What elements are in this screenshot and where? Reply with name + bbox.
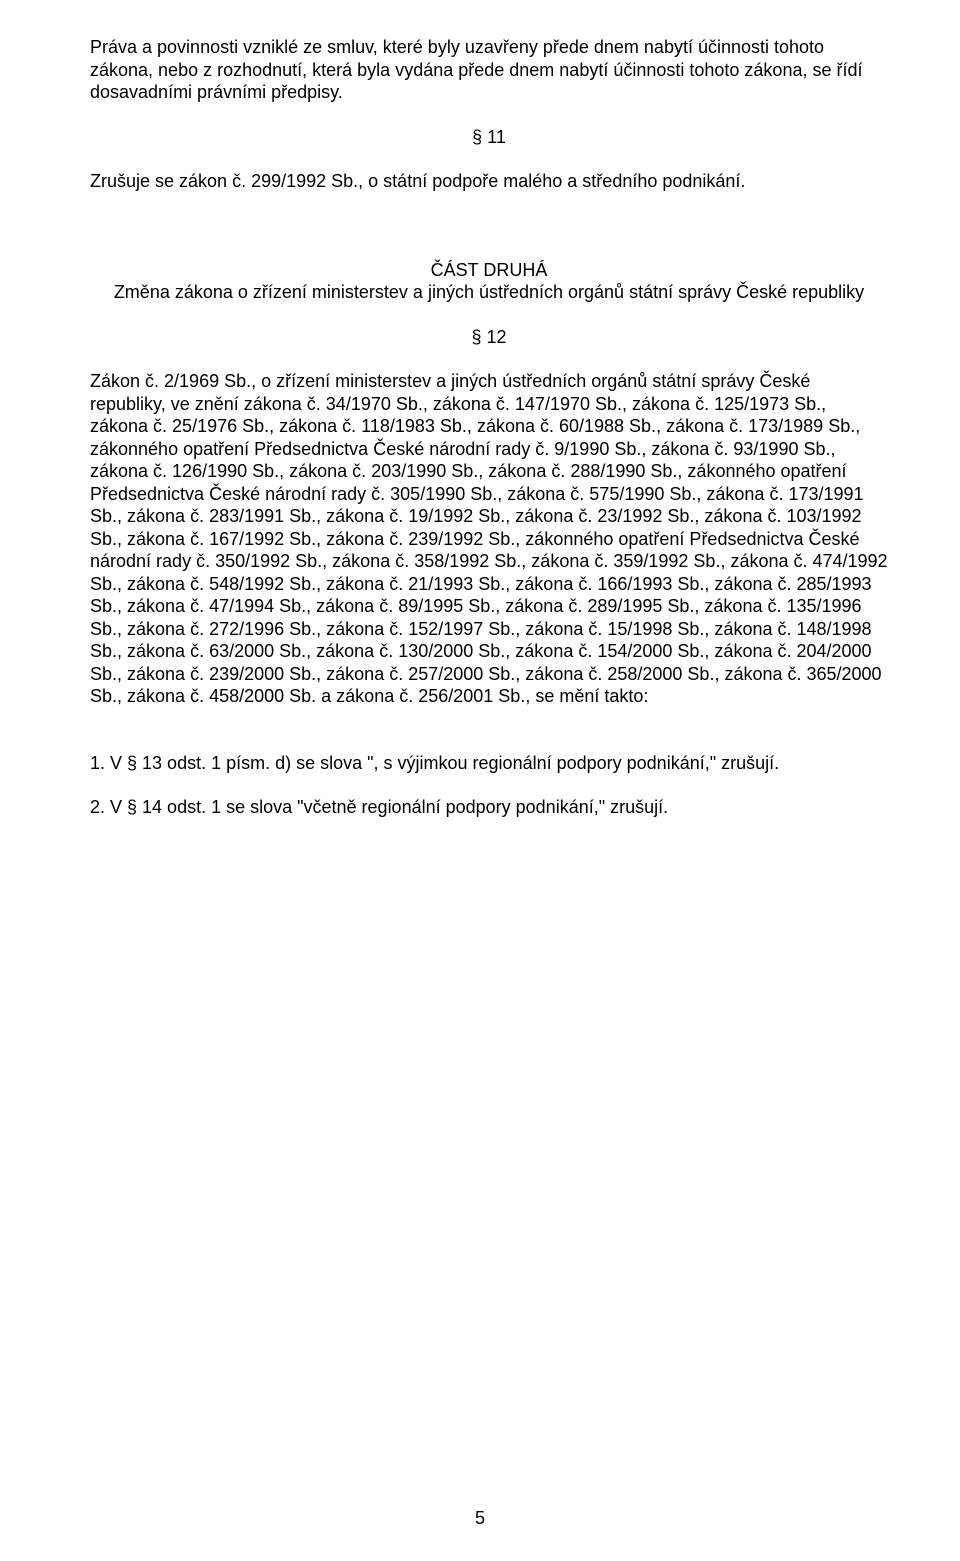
paragraph-repeal-299: Zrušuje se zákon č. 299/1992 Sb., o stát…: [90, 170, 888, 193]
amendment-item-1: 1. V § 13 odst. 1 písm. d) se slova ", s…: [90, 752, 888, 775]
spacer: [90, 215, 888, 259]
paragraph-amendments-list: Zákon č. 2/1969 Sb., o zřízení ministers…: [90, 370, 888, 708]
spacer: [90, 730, 888, 752]
paragraph-rights: Práva a povinnosti vzniklé ze smluv, kte…: [90, 36, 888, 104]
amendment-item-2: 2. V § 14 odst. 1 se slova "včetně regio…: [90, 796, 888, 819]
section-12-heading: § 12: [90, 326, 888, 349]
part-two-title: ČÁST DRUHÁ: [90, 259, 888, 282]
section-11-heading: § 11: [90, 126, 888, 149]
page-number: 5: [0, 1507, 960, 1530]
part-two-subtitle: Změna zákona o zřízení ministerstev a ji…: [90, 281, 888, 304]
